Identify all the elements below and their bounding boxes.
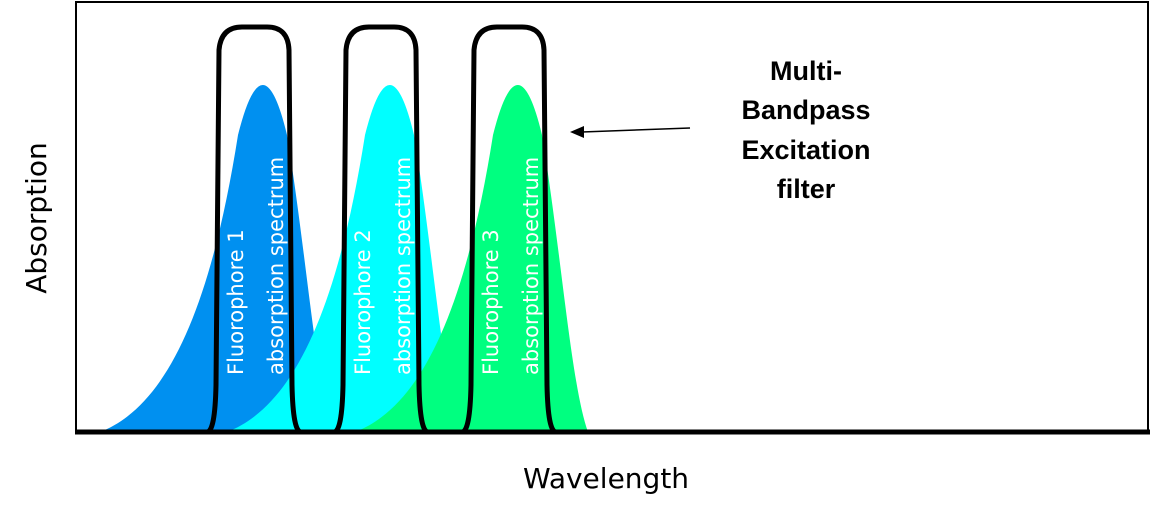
callout-line-2: Bandpass [741,95,870,125]
spectrum-2-label-1: Fluorophore 2 [351,229,375,375]
x-axis-label: Wavelength [523,462,689,495]
spectrum-1-label-2: absorption spectrum [264,157,288,375]
callout-line-4: filter [777,174,836,204]
callout-line-1: Multi- [770,56,842,86]
spectrum-3-label-1: Fluorophore 3 [479,229,503,375]
spectrum-3-label-2: absorption spectrum [519,157,543,375]
callout-arrow-line [581,127,691,133]
filter-band-2 [333,24,429,435]
spectrum-2-label-2: absorption spectrum [391,157,415,375]
filter-band-1 [206,24,302,435]
arrowhead-icon [570,126,584,138]
filter-band-3 [461,24,557,435]
callout-line-3: Excitation [741,135,870,165]
spectrum-1-label-1: Fluorophore 1 [224,229,248,375]
y-axis-label: Absorption [20,142,53,294]
